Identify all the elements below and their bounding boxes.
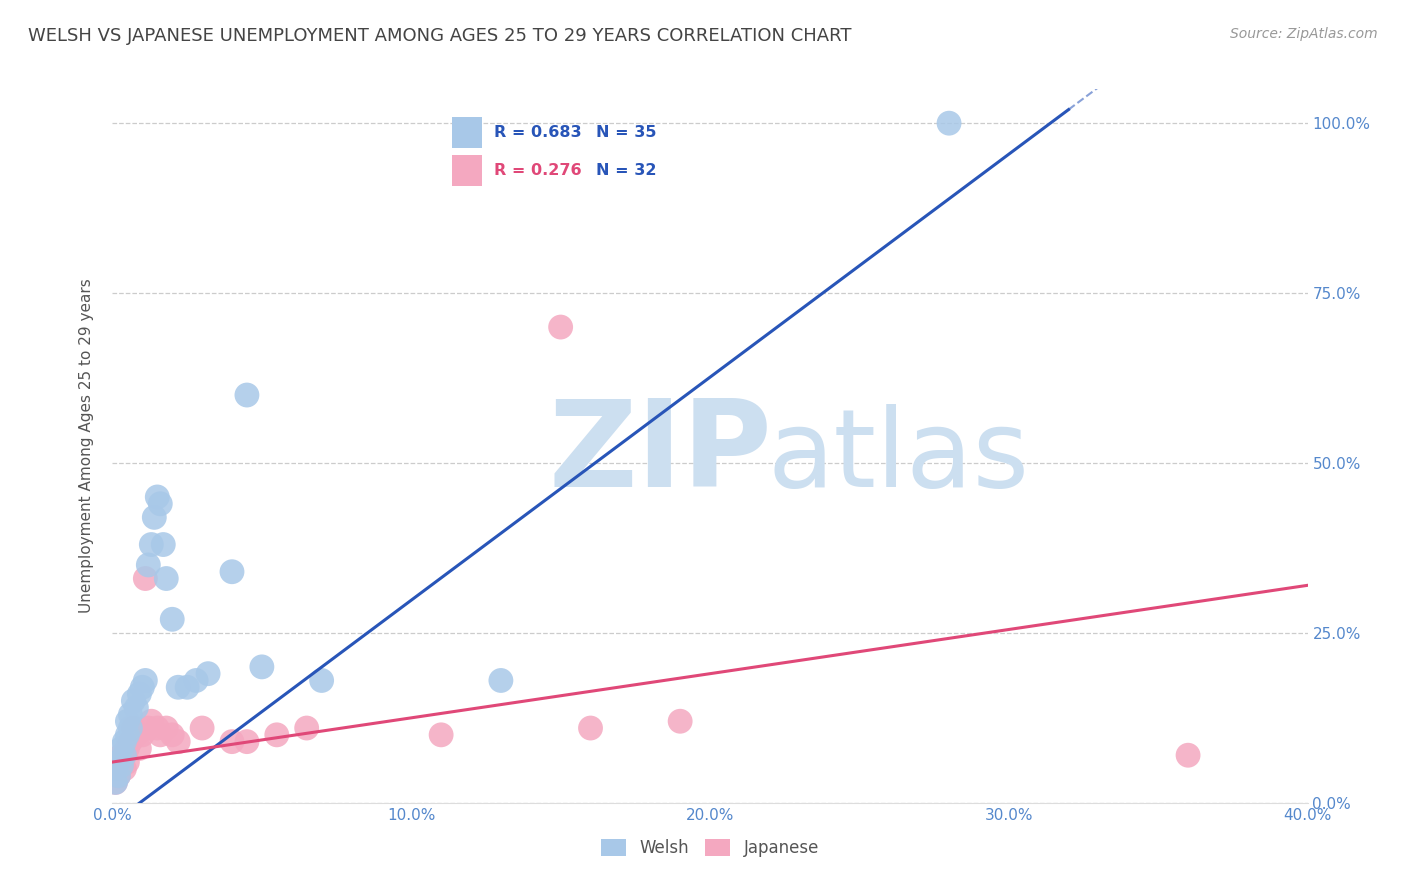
Point — [104, 775, 127, 789]
Text: atlas: atlas — [768, 404, 1029, 509]
Point — [122, 694, 145, 708]
Point — [107, 755, 129, 769]
Point — [155, 721, 177, 735]
Point — [167, 680, 190, 694]
Point — [110, 758, 132, 772]
Point — [149, 497, 172, 511]
Point — [186, 673, 208, 688]
Point — [122, 721, 145, 735]
Point — [167, 734, 190, 748]
Point — [236, 734, 259, 748]
Legend: Welsh, Japanese: Welsh, Japanese — [592, 831, 828, 866]
Point — [110, 748, 132, 763]
Point — [266, 728, 288, 742]
Point — [146, 721, 169, 735]
Point — [152, 537, 174, 551]
Point — [250, 660, 273, 674]
Point — [141, 714, 163, 729]
Point — [107, 755, 129, 769]
Point — [117, 714, 139, 729]
Point — [669, 714, 692, 729]
Point — [110, 758, 132, 772]
Point — [143, 510, 166, 524]
Point — [149, 728, 172, 742]
Point — [114, 734, 135, 748]
Point — [120, 734, 142, 748]
Point — [131, 680, 153, 694]
Point — [162, 728, 183, 742]
Point — [107, 769, 129, 783]
Point — [117, 741, 139, 756]
Point — [128, 687, 150, 701]
Point — [311, 673, 333, 688]
Point — [104, 775, 127, 789]
Point — [221, 565, 243, 579]
Point — [125, 728, 148, 742]
Point — [104, 762, 127, 776]
Point — [138, 721, 160, 735]
Point — [162, 612, 183, 626]
Point — [938, 116, 960, 130]
Point — [489, 673, 512, 688]
Point — [114, 762, 135, 776]
Point — [295, 721, 318, 735]
Point — [120, 707, 142, 722]
Point — [146, 490, 169, 504]
Point — [104, 762, 127, 776]
Point — [117, 755, 139, 769]
Point — [221, 734, 243, 748]
Text: WELSH VS JAPANESE UNEMPLOYMENT AMONG AGES 25 TO 29 YEARS CORRELATION CHART: WELSH VS JAPANESE UNEMPLOYMENT AMONG AGE… — [28, 27, 852, 45]
Point — [117, 728, 139, 742]
Point — [155, 572, 177, 586]
Point — [131, 728, 153, 742]
Point — [141, 537, 163, 551]
Point — [107, 769, 129, 783]
Point — [138, 558, 160, 572]
Point — [579, 721, 602, 735]
Point — [550, 320, 572, 334]
Y-axis label: Unemployment Among Ages 25 to 29 years: Unemployment Among Ages 25 to 29 years — [79, 278, 94, 614]
Point — [114, 748, 135, 763]
Text: ZIP: ZIP — [548, 394, 772, 512]
Point — [125, 700, 148, 714]
Point — [430, 728, 453, 742]
Point — [197, 666, 219, 681]
Point — [134, 572, 156, 586]
Text: Source: ZipAtlas.com: Source: ZipAtlas.com — [1230, 27, 1378, 41]
Point — [110, 741, 132, 756]
Point — [120, 721, 142, 735]
Point — [128, 741, 150, 756]
Point — [176, 680, 198, 694]
Point — [134, 673, 156, 688]
Point — [236, 388, 259, 402]
Point — [191, 721, 214, 735]
Point — [1177, 748, 1199, 763]
